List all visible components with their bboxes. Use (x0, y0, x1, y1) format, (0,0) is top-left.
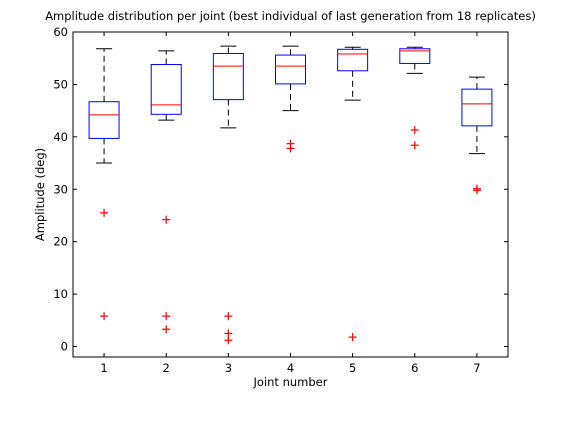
iqr-box (399, 48, 431, 64)
outlier-marker (162, 325, 171, 334)
y-tick-label: 10 (53, 287, 68, 301)
iqr-box (212, 52, 244, 101)
x-tick-label: 5 (349, 361, 356, 375)
x-tick-label: 2 (163, 361, 170, 375)
y-tick-label: 20 (53, 235, 68, 249)
outlier-marker (410, 126, 419, 135)
outlier-marker (162, 312, 171, 321)
box-joint-1 (88, 48, 120, 321)
iqr-box (88, 101, 120, 139)
box-joint-5 (337, 46, 369, 342)
outlier-marker (286, 144, 295, 153)
box-joint-7 (461, 76, 493, 195)
chart-title: Amplitude distribution per joint (best i… (45, 9, 536, 23)
y-tick-label: 60 (53, 25, 68, 39)
y-axis-label: Amplitude (deg) (33, 148, 47, 241)
outlier-marker (224, 312, 233, 321)
x-tick-label: 4 (287, 361, 294, 375)
x-tick-label: 1 (100, 361, 107, 375)
outlier-marker (100, 312, 109, 321)
iqr-box (150, 64, 182, 115)
outlier-marker (224, 336, 233, 345)
outlier-marker (348, 333, 357, 342)
box-joint-6 (399, 46, 431, 150)
outlier-marker (224, 329, 233, 338)
box-joint-2 (150, 50, 182, 334)
iqr-box (461, 88, 493, 127)
boxes (88, 45, 493, 345)
iqr-box (275, 54, 306, 85)
x-axis-label: Joint number (253, 375, 328, 389)
y-tick-label: 50 (53, 77, 68, 91)
x-tick-label: 7 (473, 361, 480, 375)
outlier-marker (100, 208, 109, 217)
outlier-marker (162, 215, 171, 224)
y-tick-label: 40 (53, 130, 68, 144)
y-tick-label: 0 (61, 340, 68, 354)
y-tick-label: 30 (53, 182, 68, 196)
outlier-marker (410, 141, 419, 150)
plot-area (72, 31, 509, 358)
x-tick-label: 6 (411, 361, 418, 375)
outlier-marker (472, 186, 481, 195)
box-joint-3 (212, 45, 244, 345)
iqr-box (337, 48, 369, 72)
box-joint-4 (275, 45, 306, 153)
x-tick-label: 3 (225, 361, 232, 375)
axis-ticks: 0 10 20 30 40 50 60 1 2 3 4 5 6 7 (53, 25, 508, 375)
